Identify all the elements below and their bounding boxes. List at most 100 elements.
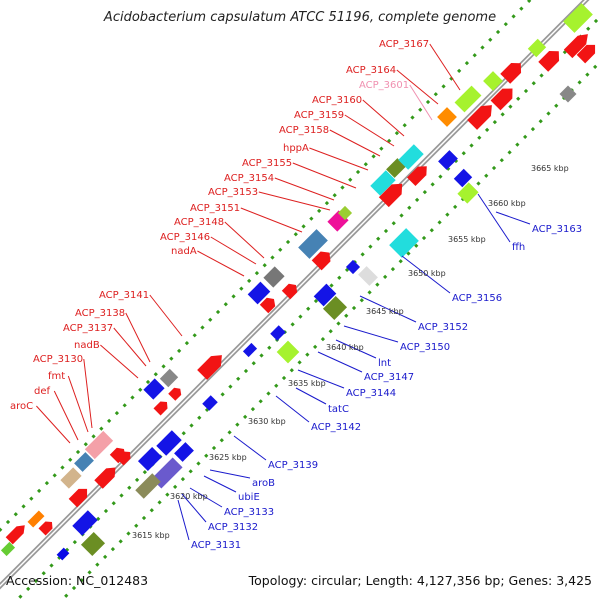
label-leader-line [125,312,151,363]
label-leader-line [429,43,461,91]
forward-gene-label: nadB [74,340,100,351]
gene-arrow [500,62,522,84]
label-leader-line [149,294,183,337]
gene-arrow [197,355,222,380]
label-leader-line [396,69,439,105]
reverse-gene-label: ACP_3156 [452,293,502,304]
gene-arrow [259,297,276,314]
forward-gene-label: ACP_3158 [279,125,329,136]
gene-arrow [153,401,168,416]
gene-block [56,547,70,561]
label-leader-line [113,327,147,367]
accession-text: Accession: NC_012483 [6,573,149,588]
label-leader-line [224,221,265,259]
label-leader-line [297,369,345,389]
label-leader-line [240,207,303,233]
label-leader-line [344,114,395,147]
gene-block [60,467,82,489]
label-leader-line [401,255,451,294]
gene-block [242,342,258,358]
label-leader-line [295,387,327,405]
gene-block [389,228,419,258]
forward-gene-label: def [34,386,51,397]
label-leader-line [177,499,190,541]
gene-block [298,229,328,259]
gene-block [135,473,161,499]
label-leader-line [209,469,251,479]
kbp-tick-label: 3635 kbp [288,379,326,388]
reverse-gene-label: ACP_3152 [418,322,468,333]
forward-gene-label: fmt [48,371,65,382]
gene-arrow [94,467,116,489]
label-leader-line [495,211,531,225]
gene-arrow [563,34,588,59]
label-leader-line [67,375,89,433]
reverse-gene-label: ubiE [238,492,260,503]
gene-arrow [406,166,427,187]
gene-arrow [168,387,182,401]
label-leader-line [83,358,93,429]
reverse-gene-label: ffh [512,242,525,253]
gene-block [437,107,457,127]
kbp-tick-label: 3630 kbp [248,417,286,426]
forward-gene-label: ACP_3148 [174,217,224,228]
label-leader-line [274,177,335,201]
kbp-tick-label: 3645 kbp [366,307,404,316]
gene-arrow [68,488,88,508]
label-leader-line [210,236,257,265]
label-leader-line [53,390,79,441]
dotted-guide-line [0,0,533,533]
gene-block [137,446,163,472]
forward-gene-label: aroC [10,401,33,412]
gene-block [483,71,503,91]
label-leader-line [233,435,267,461]
gene-block [563,3,593,33]
rna-gene-label: ACP_3601 [359,80,409,91]
gene-arrow [538,50,560,72]
forward-gene-label: ACP_3138 [75,308,125,319]
forward-gene-label: ACP_3146 [160,232,210,243]
reverse-gene-label: ACP_3147 [364,372,414,383]
kbp-tick-label: 3625 kbp [209,453,247,462]
gene-arrow [490,88,513,111]
gene-block [202,395,218,411]
forward-gene-label: ACP_3160 [312,95,362,106]
reverse-gene-label: ACP_3139 [268,460,318,471]
label-leader-line [329,129,381,157]
reverse-gene-label: ACP_3163 [532,224,582,235]
gene-block [0,541,16,557]
kbp-tick-label: 3660 kbp [488,199,526,208]
gene-arrow [38,521,53,536]
forward-gene-label: ACP_3155 [242,158,292,169]
kbp-tick-label: 3655 kbp [448,235,486,244]
forward-gene-label: ACP_3137 [63,323,113,334]
kbp-tick-label: 3615 kbp [132,531,170,540]
gene-block [27,510,45,528]
gene-block [457,182,479,204]
gene-block [174,442,194,462]
label-leader-line [359,295,417,323]
label-leader-line [203,475,237,493]
label-leader-line [258,191,331,211]
gene-block [247,281,271,305]
label-leader-line [189,487,223,508]
label-leader-lines [36,43,531,541]
forward-gene-label: ACP_3141 [99,290,149,301]
reverse-gene-label: tatC [328,404,349,415]
gene-block [159,368,179,388]
gene-block [345,259,361,275]
gene-arrow [5,525,25,545]
label-leader-line [335,339,377,359]
label-leader-line [197,250,245,277]
gene-block [80,531,106,557]
label-leader-line [36,405,71,444]
forward-gene-label: nadA [171,246,197,257]
topology-text: Topology: circular; Length: 4,127,356 bp… [248,573,592,588]
gene-block [143,378,165,400]
gene-block [156,430,182,456]
dotted-guide-line [59,59,600,600]
gene-arrow [281,283,298,300]
